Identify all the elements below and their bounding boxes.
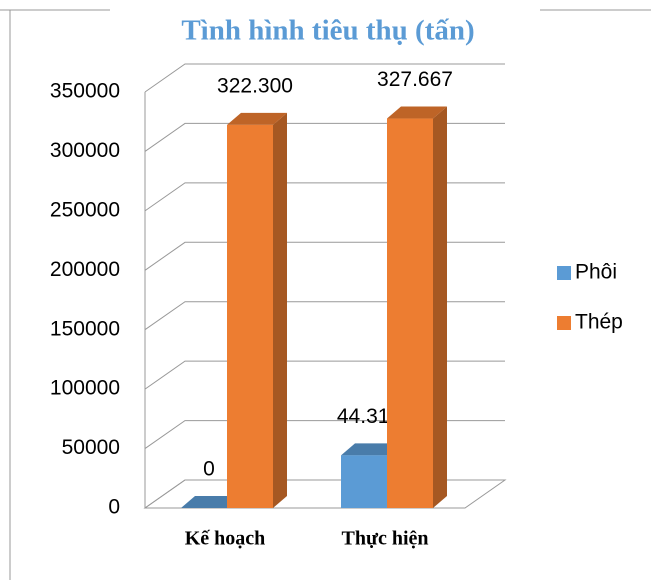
legend-swatch <box>557 316 571 330</box>
y-tick-label: 250000 <box>50 198 120 221</box>
y-tick-label: 350000 <box>50 80 120 103</box>
y-tick-label: 200000 <box>50 258 120 281</box>
bar <box>341 455 387 508</box>
legend-label: Phôi <box>575 261 617 284</box>
value-label: 322.300 <box>217 74 293 97</box>
value-label: 327.667 <box>377 68 453 91</box>
bar-top <box>181 496 241 508</box>
y-tick-label: 100000 <box>50 377 120 400</box>
bar-side <box>273 112 287 508</box>
value-label: 0 <box>203 458 215 481</box>
y-tick-label: 300000 <box>50 139 120 162</box>
bar-side <box>433 106 447 508</box>
legend-swatch <box>557 266 571 280</box>
grid-line <box>144 63 505 93</box>
value-label: 44.318 <box>337 405 401 428</box>
bar <box>387 118 433 508</box>
bar-top <box>387 106 447 119</box>
grid-line <box>144 420 505 449</box>
x-tick-label: Thực hiện <box>341 528 428 550</box>
grid-line <box>144 122 505 152</box>
grid-line <box>144 241 505 271</box>
x-tick-label: Kế hoạch <box>185 528 266 550</box>
chart-title: Tình hình tiêu thụ (tấn) <box>181 15 474 47</box>
grid-line <box>144 182 505 212</box>
grid-line <box>144 301 505 331</box>
bar-top <box>341 443 401 456</box>
grid-line <box>144 360 505 390</box>
y-tick-label: 50000 <box>62 436 120 459</box>
bar <box>227 124 273 508</box>
y-tick-label: 150000 <box>50 317 120 340</box>
bar-top <box>227 112 287 125</box>
y-tick-label: 0 <box>108 496 120 519</box>
legend-label: Thép <box>575 311 623 334</box>
